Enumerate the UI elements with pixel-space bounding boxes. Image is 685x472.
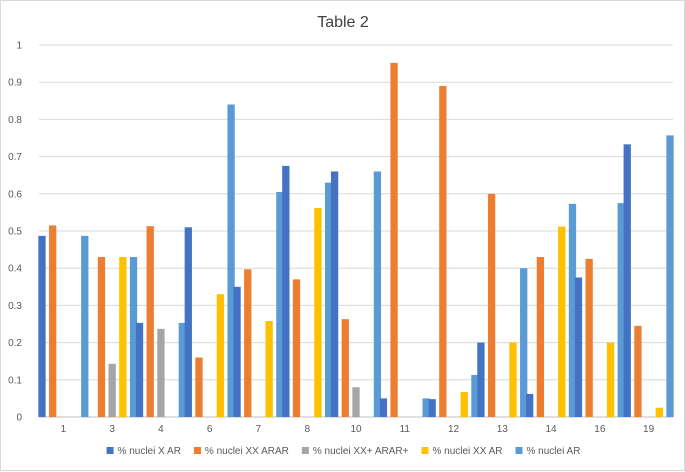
bar-3-4 [129, 257, 138, 417]
y-tick-label: 0.5 [8, 227, 22, 238]
x-tick-label: 8 [304, 424, 310, 435]
bar-12-0 [428, 399, 436, 417]
x-tick-label: 1 [61, 424, 67, 435]
bar-11-1 [390, 62, 398, 418]
bar-4-0 [135, 322, 144, 417]
bar-4-1 [146, 226, 154, 417]
legend-label: % nuclei X AR [118, 446, 181, 457]
x-axis-tick-labels: 1 3 4 6 7 8 10 11 12 13 14 16 19 [61, 424, 655, 435]
legend-label: % nuclei XX+ ARAR+ [313, 446, 409, 457]
legend: % nuclei X AR % nuclei XX ARAR % nuclei XX… [106, 446, 581, 457]
y-tick-label: 0.7 [8, 152, 22, 163]
x-tick-label: 16 [594, 424, 606, 435]
x-tick-label: 6 [207, 424, 213, 435]
y-tick-label: 1 [16, 41, 22, 52]
bar-19-0 [623, 144, 631, 417]
bar-6-4 [227, 104, 235, 418]
bar-10-0 [330, 171, 339, 417]
gridlines [39, 44, 673, 418]
bar-14-4 [568, 203, 577, 417]
bar-7-1 [244, 269, 252, 417]
bar-7-4 [276, 191, 284, 417]
bar-10-4 [373, 171, 382, 417]
bar-4-4 [178, 322, 186, 417]
y-tick-label: 0.1 [8, 375, 22, 386]
bar-16-3 [606, 342, 615, 417]
y-tick-label: 0.8 [8, 115, 22, 126]
y-tick-label: 0.4 [8, 264, 22, 275]
bar-13-0 [477, 342, 485, 417]
bar-8-1 [292, 279, 301, 417]
bar-7-0 [233, 286, 241, 417]
bar-10-2 [352, 387, 360, 417]
bar-19-4 [666, 135, 674, 417]
y-tick-label: 0.6 [8, 189, 22, 200]
legend-swatch [515, 447, 523, 454]
bar-11-4 [422, 398, 430, 417]
bar-3-3 [119, 257, 127, 417]
x-tick-label: 10 [350, 424, 362, 435]
bar-12-1 [439, 85, 447, 418]
bar-3-2 [108, 363, 116, 417]
bar-6-0 [184, 227, 192, 417]
bar-14-3 [558, 226, 566, 417]
bar-12-3 [460, 392, 468, 417]
x-tick-label: 4 [158, 424, 164, 435]
bar-14-1 [536, 257, 545, 417]
bar-6-3 [216, 294, 225, 417]
bar-16-4 [617, 203, 625, 417]
bar-14-0 [526, 393, 534, 417]
bar-19-1 [634, 325, 642, 417]
x-tick-label: 7 [256, 424, 262, 435]
bar-13-3 [509, 342, 517, 417]
bar-16-0 [574, 277, 583, 417]
bar-1-4 [81, 235, 89, 417]
x-tick-label: 11 [400, 424, 411, 435]
legend-swatch [106, 447, 114, 454]
legend-label: % nuclei XX AR [432, 446, 502, 457]
bar-16-1 [585, 258, 593, 417]
bar-10-1 [341, 319, 349, 417]
chart-title: Table 2 [317, 14, 369, 31]
legend-label: % nuclei AR [527, 446, 581, 457]
x-tick-label: 13 [497, 424, 509, 435]
bar-7-3 [265, 321, 273, 417]
legend-swatch [301, 447, 309, 454]
y-tick-label: 0.3 [8, 301, 22, 312]
bar-13-1 [487, 193, 496, 417]
legend-swatch [421, 447, 429, 454]
bar-8-4 [324, 182, 333, 417]
bar-4-2 [157, 328, 165, 417]
bar-6-1 [195, 357, 203, 417]
legend-label: % nuclei XX ARAR [205, 446, 289, 457]
y-tick-label: 0.2 [8, 338, 22, 349]
bar-1-0 [38, 235, 46, 417]
bar-3-1 [97, 257, 106, 417]
bar-12-4 [471, 374, 479, 417]
bar-8-3 [314, 207, 322, 417]
x-tick-label: 14 [546, 424, 558, 435]
bar-1-1 [49, 225, 57, 417]
legend-swatch [193, 447, 201, 454]
x-tick-label: 3 [109, 424, 115, 435]
bars [38, 62, 674, 418]
bar-13-4 [520, 268, 528, 417]
y-tick-label: 0.9 [8, 78, 22, 89]
bar-11-0 [379, 398, 388, 417]
x-tick-label: 12 [448, 424, 460, 435]
x-tick-label: 19 [643, 424, 655, 435]
bar-8-0 [282, 165, 290, 417]
bar-19-3 [655, 407, 663, 417]
y-axis-tick-labels: 0 0.1 0.2 0.3 0.4 0.5 0.6 0.7 0.8 0.9 1 [8, 41, 22, 424]
y-tick-label: 0 [16, 413, 22, 424]
